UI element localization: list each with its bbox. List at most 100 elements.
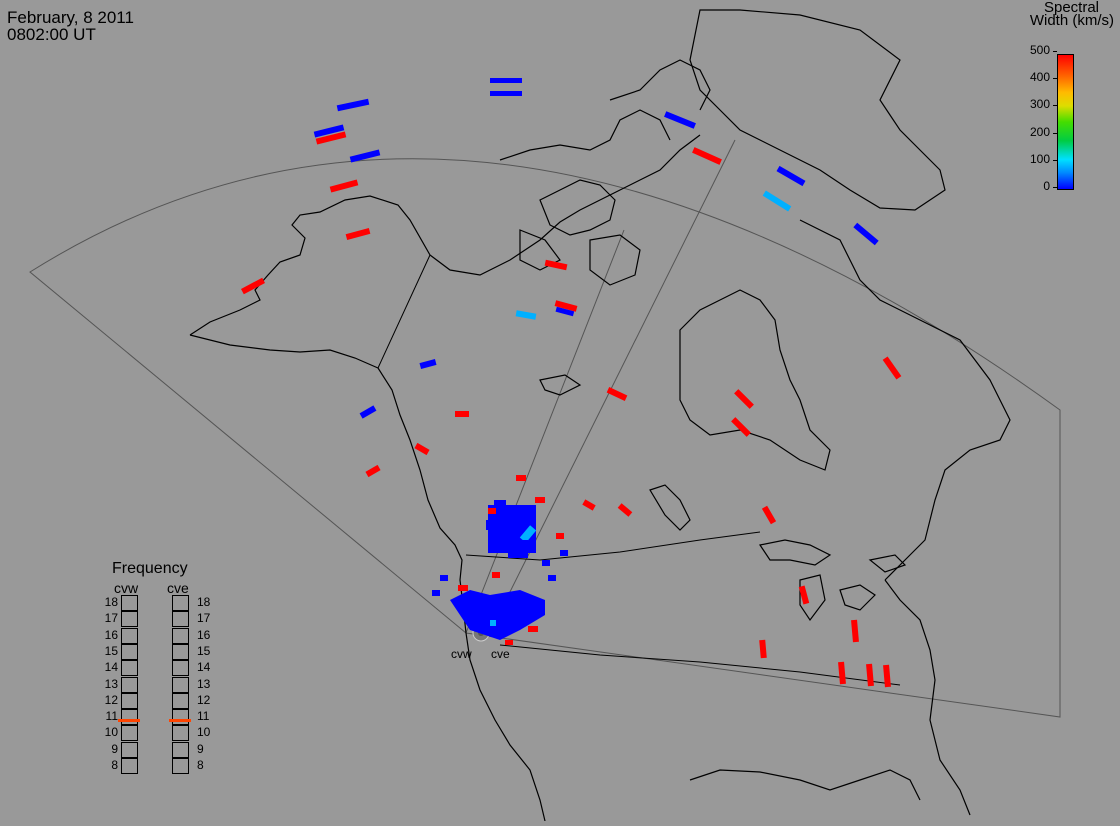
colorbar-tick-label: 0 bbox=[1043, 179, 1050, 193]
echo-cell bbox=[544, 259, 568, 271]
echo-cell bbox=[419, 359, 437, 369]
frequency-level-label: 11 bbox=[197, 709, 210, 724]
colorbar-tick-label: 100 bbox=[1029, 151, 1050, 166]
frequency-cell bbox=[121, 725, 138, 742]
echo-cell bbox=[313, 124, 345, 138]
echo-cells bbox=[240, 78, 902, 688]
echo-cell bbox=[606, 387, 628, 401]
echo-cell bbox=[315, 131, 347, 145]
frequency-cell bbox=[121, 676, 138, 693]
frequency-label-cve: cve bbox=[167, 580, 189, 596]
echo-cell bbox=[882, 356, 902, 380]
echo-cell bbox=[492, 572, 500, 578]
echo-cell bbox=[560, 550, 568, 556]
frequency-cell bbox=[121, 627, 138, 644]
frequency-cell bbox=[172, 627, 189, 644]
frequency-cell bbox=[121, 660, 138, 677]
echo-cell bbox=[240, 277, 266, 295]
frequency-cell bbox=[121, 611, 138, 628]
echo-cell bbox=[542, 560, 550, 566]
echo-cell bbox=[455, 411, 469, 417]
echo-cell bbox=[345, 227, 371, 241]
frequency-cell bbox=[121, 741, 138, 758]
echo-cell bbox=[617, 503, 633, 517]
echo-cell bbox=[488, 508, 496, 514]
radar-label-cvw: cvw bbox=[451, 647, 472, 661]
frequency-cell bbox=[172, 709, 189, 726]
echo-cell bbox=[582, 499, 596, 511]
echo-cell bbox=[365, 464, 381, 478]
radar-label-cve: cve bbox=[491, 647, 510, 661]
echo-cell bbox=[349, 149, 381, 163]
echo-cell bbox=[548, 575, 556, 581]
frequency-level-label: 16 bbox=[197, 627, 211, 642]
time-label: 0802:00 UT bbox=[7, 25, 96, 44]
frequency-level-label: 15 bbox=[197, 643, 211, 658]
frequency-level-label: 17 bbox=[104, 611, 118, 626]
colorbar-tick-mark bbox=[1053, 105, 1057, 107]
echo-cell bbox=[759, 639, 767, 659]
frequency-level-label: 18 bbox=[197, 595, 211, 609]
frequency-cell bbox=[121, 692, 138, 709]
colorbar-title: Spectral bbox=[1043, 0, 1099, 16]
frequency-level-label: 10 bbox=[197, 725, 211, 740]
frequency-cell bbox=[121, 758, 138, 774]
frequency-level-label: 16 bbox=[104, 627, 118, 642]
frequency-level-label: 14 bbox=[197, 660, 211, 675]
frequency-level-label: 9 bbox=[111, 741, 118, 756]
echo-cell bbox=[851, 619, 859, 643]
frequency-marker-cve bbox=[169, 719, 191, 723]
echo-cell bbox=[414, 442, 430, 456]
echo-cell bbox=[516, 475, 526, 481]
echo-cell bbox=[535, 497, 545, 503]
frequency-level-label: 18 bbox=[104, 595, 118, 609]
frequency-level-label: 10 bbox=[104, 725, 118, 740]
echo-cell bbox=[359, 405, 377, 419]
frequency-level-label: 13 bbox=[104, 676, 118, 691]
echo-cell bbox=[883, 664, 891, 688]
echo-cell bbox=[440, 575, 448, 581]
echo-cell bbox=[664, 111, 696, 129]
frequency-level-label: 14 bbox=[104, 660, 118, 675]
date-label: February, 8 2011 bbox=[7, 8, 134, 27]
echo-cell bbox=[515, 310, 537, 320]
colorbar-gradient bbox=[1057, 54, 1074, 190]
colorbar-tick-mark bbox=[1053, 51, 1057, 52]
frequency-cell bbox=[172, 660, 189, 677]
frequency-level-label: 13 bbox=[197, 676, 211, 691]
echo-cell bbox=[528, 626, 538, 632]
frequency-level-label: 15 bbox=[104, 643, 118, 658]
echo-cell bbox=[490, 91, 522, 96]
colorbar-tick-label: 200 bbox=[1029, 124, 1050, 139]
radar-beam-cve bbox=[489, 139, 736, 633]
frequency-title: Frequency bbox=[112, 560, 188, 577]
colorbar-units: Width (km/s) bbox=[1029, 12, 1114, 29]
colorbar-tick-label: 400 bbox=[1029, 70, 1050, 85]
frequency-level-label: 12 bbox=[104, 692, 118, 707]
echo-cell bbox=[490, 78, 522, 83]
echo-cell bbox=[505, 640, 513, 645]
echo-cell bbox=[336, 98, 370, 112]
echo-cell bbox=[776, 165, 806, 187]
frequency-level-label: 12 bbox=[197, 692, 211, 707]
frequency-cell bbox=[121, 709, 138, 726]
echo-cell bbox=[555, 306, 575, 317]
echo-cell bbox=[432, 590, 440, 596]
colorbar-tick-label: 500 bbox=[1029, 43, 1050, 57]
frequency-level-label: 9 bbox=[197, 741, 204, 756]
echo-cell bbox=[508, 540, 528, 558]
frequency-cell bbox=[172, 643, 189, 660]
frequency-level-label: 8 bbox=[111, 758, 118, 772]
echo-cell bbox=[731, 417, 751, 437]
frequency-marker-cvw bbox=[118, 719, 140, 723]
frequency-cell bbox=[172, 595, 189, 611]
echo-cell bbox=[519, 525, 537, 543]
frequency-cell bbox=[172, 676, 189, 693]
echo-cell bbox=[734, 389, 754, 409]
colorbar-tick-mark bbox=[1053, 187, 1057, 188]
echo-cell bbox=[556, 533, 564, 539]
echo-cell bbox=[798, 585, 810, 605]
frequency-cell bbox=[172, 741, 189, 758]
echo-cell bbox=[554, 300, 578, 312]
colorbar-tick-mark bbox=[1053, 78, 1057, 80]
